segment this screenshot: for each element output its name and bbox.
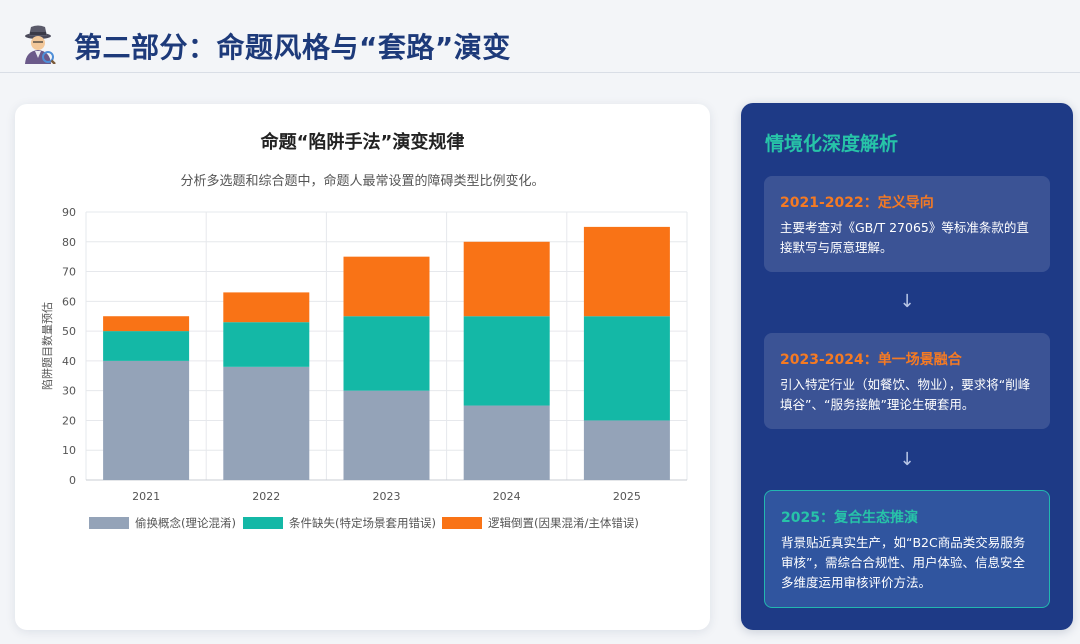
phase-title: 2021-2022：定义导向 [780,195,934,211]
bar-segment [343,390,430,480]
y-tick-label: 60 [62,295,76,308]
y-tick-label: 40 [62,355,76,368]
y-tick-label: 30 [62,385,76,398]
page-header: 第二部分：命题风格与“套路”演变 [0,0,1080,73]
y-tick-label: 70 [62,266,76,279]
down-arrow-icon: ↓ [899,291,915,312]
bar-segment [223,366,310,480]
legend-swatch [89,517,129,529]
y-tick-label: 50 [62,325,76,338]
chart-card: 命题“陷阱手法”演变规律 分析多选题和综合题中，命题人最常设置的障碍类型比例变化… [15,104,710,630]
phase-box-3: 2025：复合生态推演 背景贴近真实生产，如“B2C商品类交易服务审核”，需综合… [764,490,1050,608]
down-arrow-icon: ↓ [899,449,915,470]
phase-box-1: 2021-2022：定义导向 主要考查对《GB/T 27065》等标准条款的直接… [764,176,1050,272]
bar-segment [583,420,670,480]
legend-label: 条件缺失(特定场景套用错误) [289,516,436,530]
x-tick-label: 2025 [613,490,641,503]
x-tick-label: 2023 [373,490,401,503]
analysis-panel: 情境化深度解析 2021-2022：定义导向 主要考查对《GB/T 27065》… [741,103,1073,630]
bar-segment [583,226,670,317]
stacked-bar-chart: 0 10 20 30 40 50 60 70 80 90 2021 2022 2023 2024 2025 陷… [40,206,688,530]
detective-icon [25,25,56,64]
bar-segment [223,292,310,323]
phase-text: 引入特定行业（如餐饮、物业），要求将“削峰填谷”、“服务接触”理论生硬套用。 [780,377,1031,412]
bar-segment [223,322,310,367]
page-title: 第二部分：命题风格与“套路”演变 [74,31,511,64]
y-tick-label: 20 [62,414,76,427]
x-tick-label: 2022 [252,490,280,503]
y-tick-label: 0 [69,474,76,487]
chart-subtitle: 分析多选题和综合题中，命题人最常设置的障碍类型比例变化。 [180,174,545,189]
bar-segment [343,256,430,317]
legend-swatch [442,517,482,529]
phase-text: 主要考查对《GB/T 27065》等标准条款的直接默写与原意理解。 [780,220,1029,255]
x-tick-label: 2024 [493,490,521,503]
phase-text: 背景贴近真实生产，如“B2C商品类交易服务审核”，需综合合规性、用户体验、信息安… [781,535,1026,590]
phase-box-2: 2023-2024：单一场景融合 引入特定行业（如餐饮、物业），要求将“削峰填谷… [764,333,1050,429]
bar-segment [103,360,190,480]
bar-segment [343,316,430,391]
legend-swatch [243,517,283,529]
y-axis-label: 陷阱题目数量预估 [40,302,54,390]
bar-segment [583,316,670,421]
bar-segment [103,316,190,332]
bar-segment [463,316,550,406]
bar-segment [463,405,550,480]
y-tick-label: 10 [62,444,76,457]
legend-label: 逻辑倒置(因果混淆/主体错误) [488,516,639,530]
bar-segment [103,331,190,361]
panel-title: 情境化深度解析 [765,133,899,155]
y-tick-label: 80 [62,236,76,249]
phase-title: 2023-2024：单一场景融合 [780,352,962,368]
legend-label: 偷换概念(理论混淆) [135,516,236,530]
y-tick-label: 90 [62,206,76,219]
x-tick-label: 2021 [132,490,160,503]
chart-title: 命题“陷阱手法”演变规律 [260,132,465,153]
phase-title: 2025：复合生态推演 [781,510,918,526]
bar-segment [463,241,550,317]
